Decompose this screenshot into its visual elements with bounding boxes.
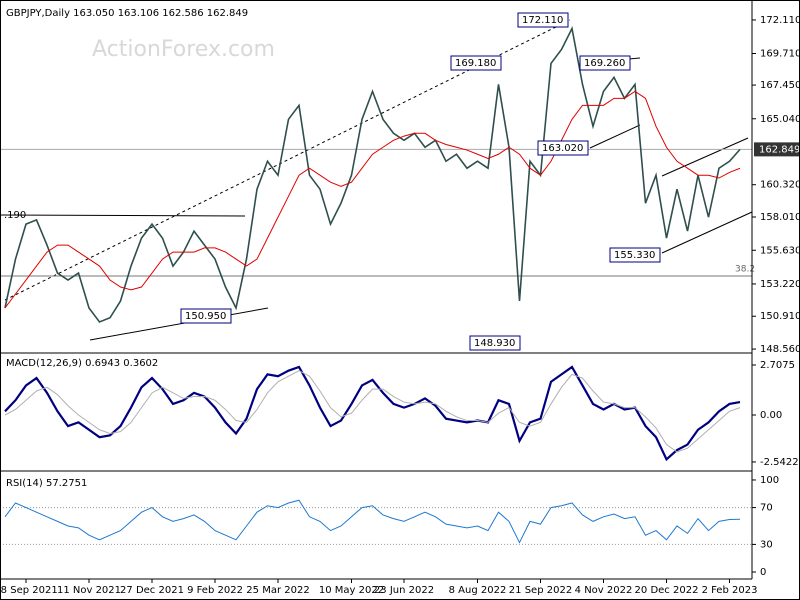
series-line <box>4 365 741 462</box>
y-tick-label: 155.630 <box>760 245 800 256</box>
y-tick-label: 150.910 <box>760 311 800 322</box>
y-tick-label: 0.00 <box>760 410 782 421</box>
x-tick-label: 20 Dec 2022 <box>635 585 699 596</box>
annotation: 150.950 <box>185 311 226 322</box>
x-tick-label: 28 Sep 2021 <box>0 585 58 596</box>
x-tick-label: 27 Dec 2021 <box>120 585 184 596</box>
trendline <box>89 307 269 341</box>
trendline <box>661 137 749 177</box>
y-tick-label: 160.320 <box>760 180 800 191</box>
y-tick-label: 70 <box>760 503 773 514</box>
x-tick-label: 2 Feb 2023 <box>702 585 758 596</box>
annotation: 155.330 <box>614 250 655 261</box>
panel-title: MACD(12,26,9) 0.6943 0.3602 <box>6 358 158 369</box>
panel-title: RSI(14) 57.2751 <box>6 478 87 489</box>
annotation-box <box>609 247 661 263</box>
x-tick-label: 8 Aug 2022 <box>449 585 507 596</box>
annotation: 172.110 <box>522 15 563 26</box>
y-tick-label: 167.450 <box>760 80 800 91</box>
fib-label: 38.2 <box>735 264 755 274</box>
annotation-box <box>450 55 502 71</box>
annotation: .190 <box>4 210 26 221</box>
last-price-label: 162.849 <box>759 144 800 155</box>
y-tick-label: 30 <box>760 539 773 550</box>
y-tick-label: 153.220 <box>760 279 800 290</box>
x-tick-label: 10 May 2022 <box>319 585 384 596</box>
y-tick-label: 169.710 <box>760 48 800 59</box>
y-tick-label: 0 <box>760 567 766 578</box>
annotation: 148.930 <box>474 338 515 349</box>
annotation: 169.260 <box>584 58 625 69</box>
x-tick-label: 23 Jun 2022 <box>374 585 434 596</box>
trendline <box>589 124 641 149</box>
y-tick-label: 148.560 <box>760 344 800 355</box>
annotation-box <box>517 12 569 28</box>
y-tick-label: 158.010 <box>760 212 800 223</box>
series-line <box>4 90 741 309</box>
series-line <box>4 25 741 323</box>
y-tick-label: 2.7075 <box>760 360 795 371</box>
x-tick-label: 4 Nov 2022 <box>575 585 633 596</box>
x-tick-label: 21 Sep 2022 <box>509 585 572 596</box>
series-line <box>4 499 741 544</box>
x-tick-label: 11 Nov 2021 <box>57 585 121 596</box>
y-tick-label: 100 <box>760 475 779 486</box>
y-tick-label: 165.040 <box>760 114 800 125</box>
series-line <box>4 370 741 453</box>
annotation-box <box>180 308 232 324</box>
annotation-box <box>537 140 589 156</box>
panel-title: GBPJPY,Daily 163.050 163.106 162.586 162… <box>6 8 248 19</box>
annotation: 163.020 <box>542 143 583 154</box>
annotation: 169.180 <box>455 58 496 69</box>
trendline <box>661 211 753 254</box>
trendline <box>0 214 246 217</box>
last-price-tag <box>754 142 800 157</box>
y-tick-label: -2.5422 <box>760 457 799 468</box>
annotation-box <box>579 55 631 71</box>
x-tick-label: 25 Mar 2022 <box>246 585 309 596</box>
x-tick-label: 9 Feb 2022 <box>187 585 243 596</box>
y-tick-label: 172.110 <box>760 15 800 26</box>
watermark: ActionForex.com <box>92 37 275 62</box>
annotation-box <box>469 335 521 351</box>
